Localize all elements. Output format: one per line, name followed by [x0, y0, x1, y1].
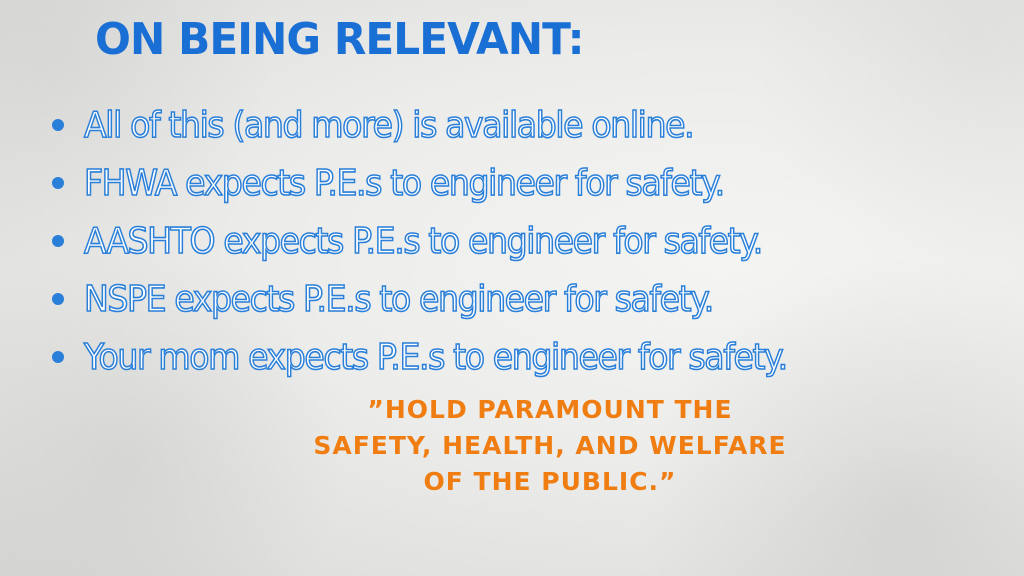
bullet-list: All of this (and more) is available onli… — [52, 96, 848, 386]
quote-line: ”HOLD PARAMOUNT THE — [367, 395, 733, 424]
bullet-dot-icon — [52, 177, 64, 189]
quote-line: OF THE PUBLIC.” — [423, 467, 677, 496]
bullet-item: FHWA expects P.E.s to engineer for safet… — [52, 154, 848, 212]
bullet-item: AASHTO expects P.E.s to engineer for saf… — [52, 212, 848, 270]
bullet-dot-icon — [52, 293, 64, 305]
bullet-dot-icon — [52, 119, 64, 131]
bullet-text: AASHTO expects P.E.s to engineer for saf… — [83, 220, 764, 263]
bullet-item: NSPE expects P.E.s to engineer for safet… — [52, 270, 848, 328]
bullet-text: All of this (and more) is available onli… — [83, 104, 695, 147]
bullet-text: Your mom expects P.E.s to engineer for s… — [83, 336, 789, 379]
bullet-dot-icon — [52, 235, 64, 247]
bullet-dot-icon — [52, 351, 64, 363]
slide-title: ON BEING RELEVANT: — [95, 14, 585, 65]
bullet-text: NSPE expects P.E.s to engineer for safet… — [83, 278, 715, 321]
bullet-item: Your mom expects P.E.s to engineer for s… — [52, 328, 848, 386]
quote-line: SAFETY, HEALTH, AND WELFARE — [313, 431, 787, 460]
bullet-text: FHWA expects P.E.s to engineer for safet… — [83, 162, 726, 205]
nspe-quote: ”HOLD PARAMOUNT THE SAFETY, HEALTH, AND … — [300, 392, 800, 500]
bullet-item: All of this (and more) is available onli… — [52, 96, 848, 154]
